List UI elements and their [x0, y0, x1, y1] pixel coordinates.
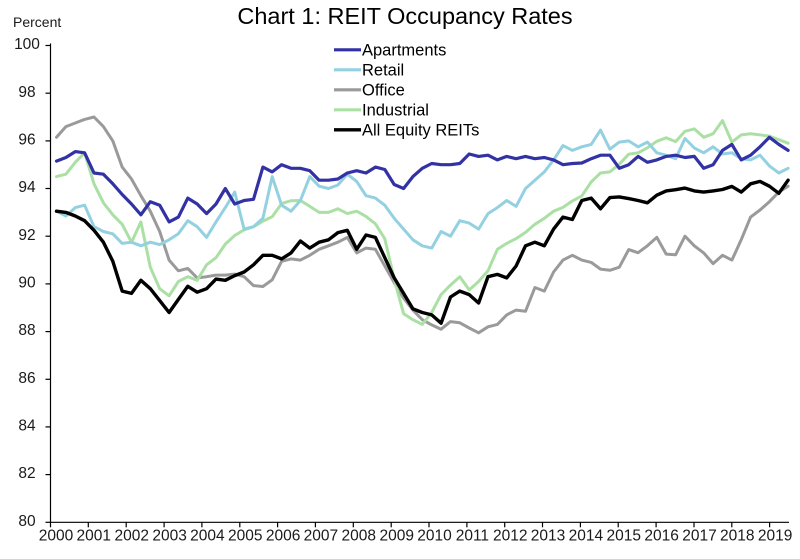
svg-text:Industrial: Industrial	[362, 101, 429, 119]
svg-text:2016: 2016	[644, 528, 678, 545]
svg-text:2017: 2017	[682, 528, 716, 545]
svg-text:100: 100	[14, 36, 40, 53]
svg-text:Percent: Percent	[13, 14, 61, 30]
svg-text:Office: Office	[362, 81, 405, 99]
svg-text:2014: 2014	[569, 528, 604, 545]
svg-text:2000: 2000	[39, 528, 74, 545]
svg-text:2001: 2001	[77, 528, 111, 545]
svg-text:2006: 2006	[266, 528, 300, 545]
svg-text:2012: 2012	[493, 528, 527, 545]
svg-text:2018: 2018	[720, 528, 754, 545]
svg-text:2009: 2009	[379, 528, 413, 545]
svg-text:Apartments: Apartments	[362, 41, 446, 59]
svg-text:2003: 2003	[152, 528, 186, 545]
svg-text:2004: 2004	[190, 528, 225, 545]
svg-text:2008: 2008	[342, 528, 376, 545]
svg-text:90: 90	[18, 275, 36, 292]
svg-text:2005: 2005	[228, 528, 262, 545]
svg-text:96: 96	[18, 132, 35, 149]
svg-text:Retail: Retail	[362, 61, 404, 79]
svg-text:82: 82	[18, 465, 35, 482]
svg-text:2011: 2011	[456, 528, 489, 545]
svg-text:94: 94	[18, 179, 36, 196]
svg-text:2002: 2002	[114, 528, 148, 545]
svg-text:2010: 2010	[417, 528, 452, 545]
svg-text:80: 80	[18, 513, 36, 530]
svg-text:2019: 2019	[758, 528, 792, 545]
svg-text:2013: 2013	[531, 528, 565, 545]
svg-text:2007: 2007	[304, 528, 338, 545]
svg-text:88: 88	[18, 322, 35, 339]
svg-text:Chart 1: REIT Occupancy Rates: Chart 1: REIT Occupancy Rates	[237, 3, 572, 29]
svg-text:All Equity REITs: All Equity REITs	[362, 121, 479, 139]
svg-text:86: 86	[18, 370, 35, 387]
svg-text:92: 92	[18, 227, 35, 244]
svg-text:98: 98	[18, 84, 35, 101]
svg-text:2015: 2015	[607, 528, 641, 545]
svg-text:84: 84	[18, 418, 36, 435]
